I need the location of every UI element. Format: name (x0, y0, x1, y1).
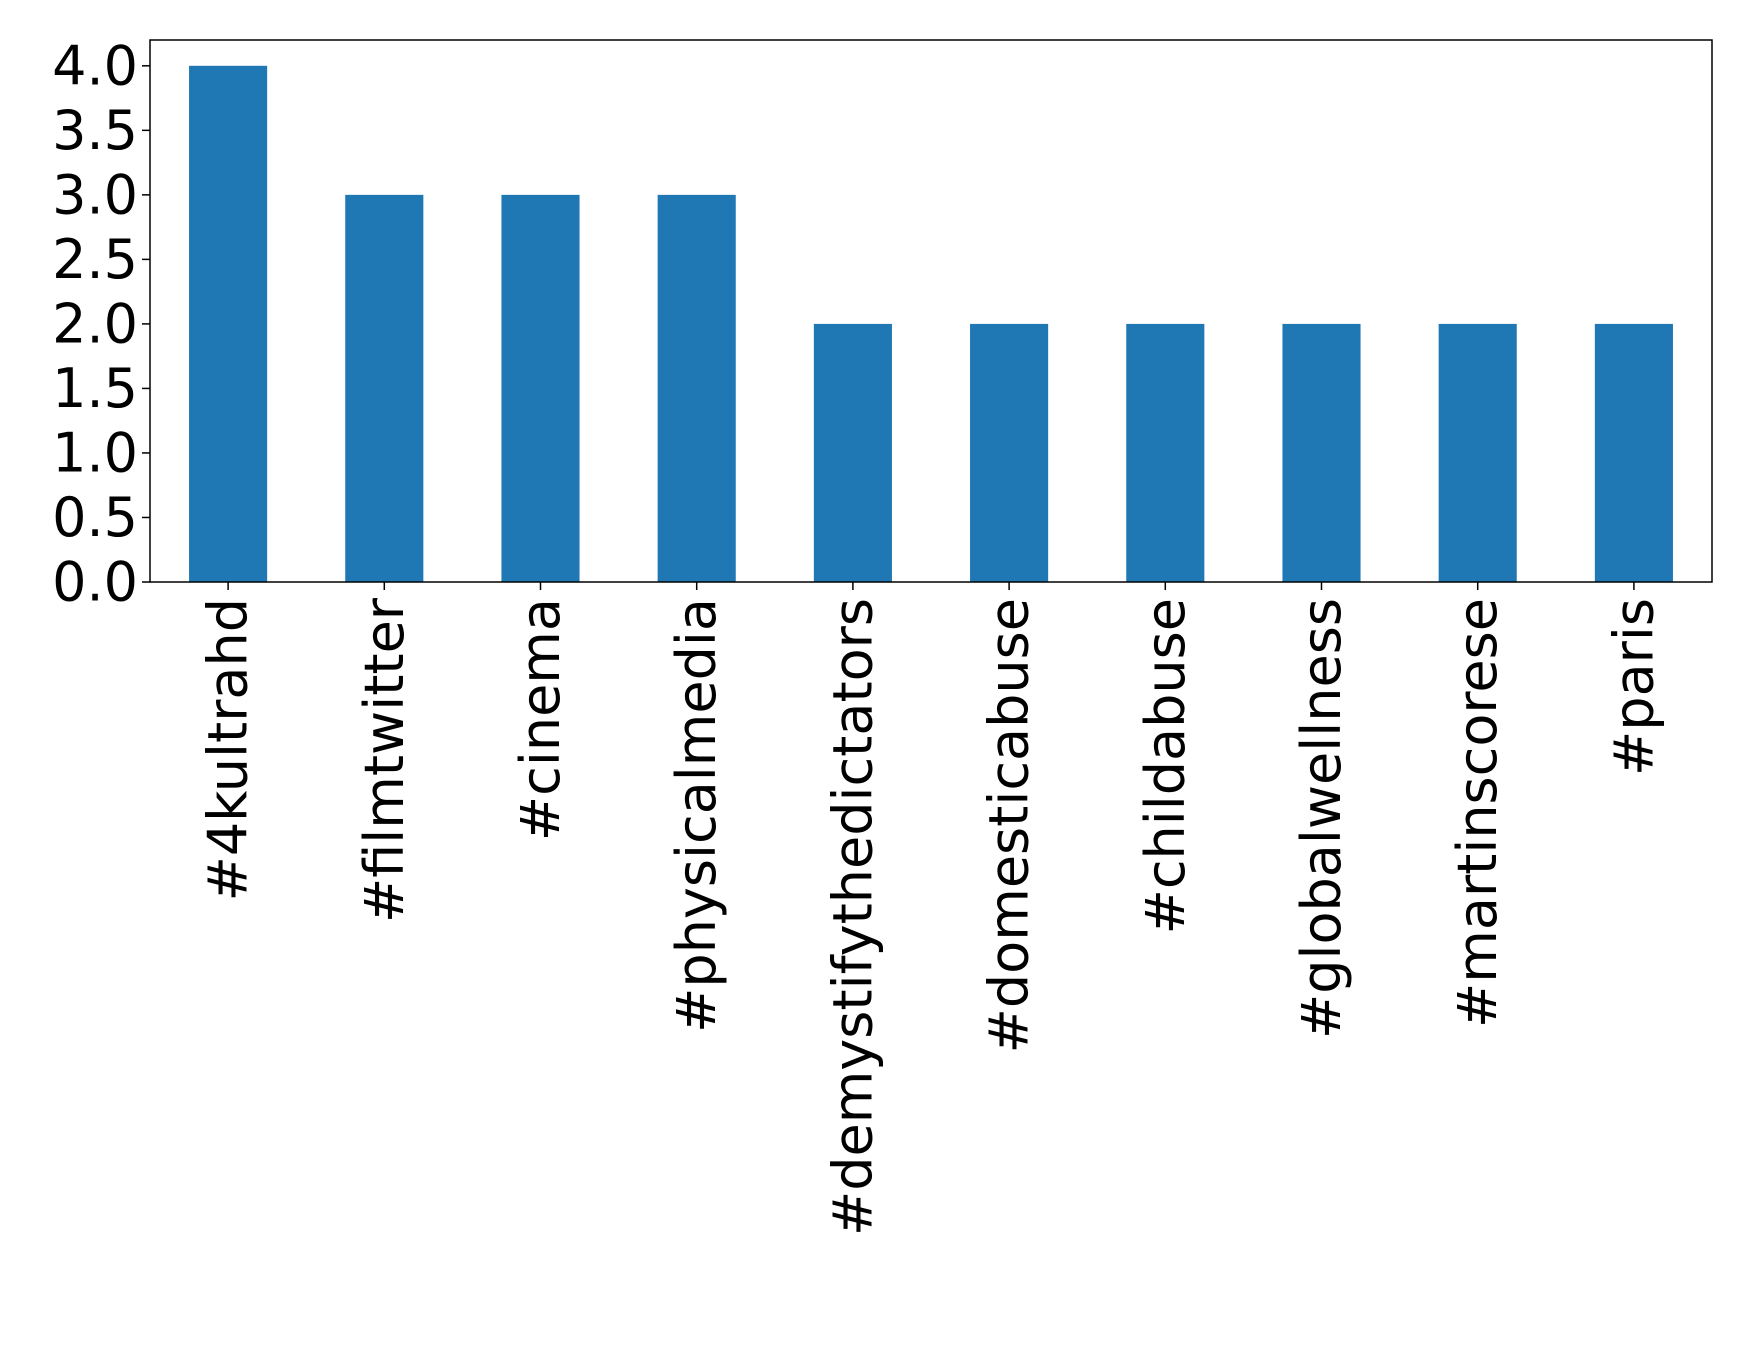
y-tick-label: 4.0 (52, 34, 138, 97)
x-tick-label: #cinema (509, 598, 572, 841)
bar (970, 323, 1049, 582)
x-tick-label: #martinscorese (1446, 598, 1509, 1028)
x-tick-label: #physicalmedia (665, 598, 728, 1033)
y-tick-label: 2.0 (52, 292, 138, 355)
bar (1594, 323, 1673, 582)
bar (1438, 323, 1517, 582)
bar (1126, 323, 1205, 582)
x-tick-label: #filmtwitter (353, 597, 416, 923)
x-tick-label: #domesticabuse (978, 598, 1041, 1053)
x-tick-label: #demystifythedictators (821, 598, 884, 1236)
bar (1282, 323, 1361, 582)
y-tick-label: 0.0 (52, 551, 138, 614)
y-tick-label: 2.5 (52, 228, 138, 291)
x-tick-label: #globalwellness (1290, 598, 1353, 1039)
bar (345, 194, 424, 582)
y-tick-label: 3.0 (52, 163, 138, 226)
x-tick-label: #paris (1602, 598, 1665, 776)
y-tick-label: 1.5 (52, 357, 138, 420)
plot-frame (149, 39, 1713, 583)
x-tick-label: #4kultrahd (197, 598, 260, 901)
bar (657, 194, 736, 582)
y-tick-label: 3.5 (52, 99, 138, 162)
y-tick-label: 0.5 (52, 486, 138, 549)
x-tick-label: #childabuse (1134, 598, 1197, 934)
y-tick-label: 1.0 (52, 421, 138, 484)
bar (501, 194, 580, 582)
bar (813, 323, 892, 582)
bar (189, 65, 268, 583)
